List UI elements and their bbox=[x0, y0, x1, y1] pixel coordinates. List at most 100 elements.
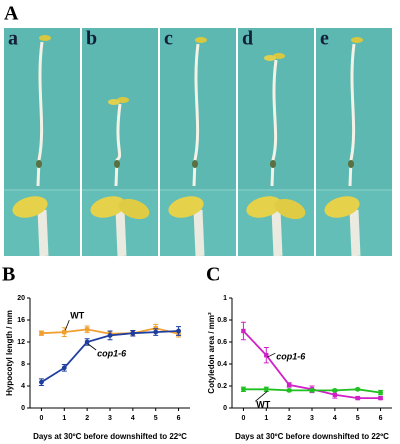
x-tick-label: 1 bbox=[62, 415, 66, 422]
point bbox=[309, 388, 315, 393]
y-tick-label: 8 bbox=[21, 361, 25, 368]
point bbox=[264, 353, 269, 358]
point bbox=[107, 333, 113, 338]
cotyledon bbox=[39, 35, 51, 41]
y-axis-label: Hypocotyl length / mm bbox=[5, 310, 14, 396]
point bbox=[61, 365, 67, 371]
cotyledon bbox=[195, 37, 207, 43]
x-tick-label: 4 bbox=[333, 415, 337, 422]
cotyledon bbox=[273, 53, 285, 59]
y-tick-label: 0.8 bbox=[217, 317, 227, 324]
photo-label: d bbox=[242, 28, 253, 50]
x-axis-label: Days at 30ºC before downshifted to 22ºC bbox=[235, 432, 389, 441]
photo-label: c bbox=[164, 28, 173, 50]
x-tick-label: 1 bbox=[264, 415, 268, 422]
photo-label: e bbox=[320, 28, 329, 50]
label-arrow bbox=[64, 319, 70, 331]
x-tick-label: 6 bbox=[177, 415, 181, 422]
x-tick-label: 2 bbox=[85, 415, 89, 422]
closeup-cotyledon bbox=[246, 196, 282, 218]
point bbox=[355, 395, 360, 401]
seed-coat bbox=[114, 160, 120, 168]
closeup-cotyledon bbox=[118, 198, 150, 220]
point bbox=[84, 339, 90, 345]
hypocotyl bbox=[270, 59, 278, 187]
x-tick-label: 0 bbox=[241, 415, 245, 422]
series-label: WT bbox=[256, 400, 270, 410]
panel-label: A bbox=[4, 3, 19, 25]
photo-label: a bbox=[8, 28, 18, 50]
closeup-stem bbox=[349, 209, 361, 257]
point bbox=[378, 390, 383, 395]
closeup-cotyledon bbox=[90, 196, 126, 218]
x-tick-label: 4 bbox=[131, 415, 135, 422]
label-arrow bbox=[87, 343, 97, 351]
seed-coat bbox=[348, 160, 354, 168]
cotyledon bbox=[108, 99, 120, 105]
closeup-cotyledon bbox=[12, 196, 48, 218]
closeup-stem bbox=[37, 209, 49, 257]
y-tick-label: 0.6 bbox=[217, 339, 227, 346]
x-tick-label: 5 bbox=[356, 415, 360, 422]
x-tick-label: 2 bbox=[287, 415, 291, 422]
x-tick-label: 3 bbox=[310, 415, 314, 422]
closeup-cotyledon bbox=[274, 198, 306, 220]
y-tick-label: 0.2 bbox=[217, 383, 227, 390]
point bbox=[39, 331, 44, 336]
closeup-stem bbox=[193, 209, 205, 257]
seed-coat bbox=[36, 160, 42, 168]
point bbox=[39, 379, 44, 385]
y-tick-label: 0 bbox=[21, 405, 25, 412]
point bbox=[153, 326, 158, 331]
cotyledon bbox=[351, 37, 363, 43]
point bbox=[355, 386, 361, 392]
y-axis-label: Cotyledon area / mm² bbox=[207, 312, 216, 394]
point bbox=[130, 330, 136, 336]
closeup-cotyledon bbox=[168, 196, 204, 218]
x-tick-label: 5 bbox=[154, 415, 158, 422]
series-label: WT bbox=[70, 310, 84, 320]
point bbox=[241, 386, 246, 392]
y-tick-label: 1 bbox=[223, 295, 227, 302]
x-tick-label: 6 bbox=[379, 415, 383, 422]
x-tick-label: 3 bbox=[108, 415, 112, 422]
point bbox=[332, 392, 338, 397]
point bbox=[84, 327, 90, 332]
y-tick-label: 12 bbox=[17, 339, 25, 346]
x-axis-label: Days at 30ºC before downshifted to 22ºC bbox=[33, 432, 187, 441]
photo-label: b bbox=[86, 28, 97, 50]
cotyledon bbox=[264, 55, 276, 61]
closeup-stem bbox=[115, 209, 127, 257]
y-tick-label: 4 bbox=[21, 383, 25, 390]
y-tick-label: 20 bbox=[17, 295, 25, 302]
hypocotyl bbox=[36, 41, 44, 187]
panel-label: C bbox=[206, 264, 220, 286]
point bbox=[241, 328, 246, 334]
point bbox=[176, 328, 181, 334]
series-label: cop1-6 bbox=[97, 348, 127, 358]
closeup-cotyledon bbox=[324, 196, 360, 218]
series-label: cop1-6 bbox=[276, 352, 306, 362]
seed-coat bbox=[270, 160, 276, 168]
point bbox=[263, 386, 269, 392]
point bbox=[153, 329, 159, 335]
y-tick-label: 0.4 bbox=[217, 361, 227, 368]
seed-coat bbox=[192, 160, 198, 168]
hypocotyl bbox=[114, 103, 122, 187]
panel-label: B bbox=[2, 264, 15, 286]
hypocotyl bbox=[348, 43, 356, 187]
label-arrow bbox=[267, 352, 276, 358]
y-tick-label: 0 bbox=[223, 405, 227, 412]
cotyledon bbox=[117, 97, 129, 103]
closeup-stem bbox=[271, 209, 283, 257]
point bbox=[62, 329, 67, 335]
point bbox=[378, 395, 383, 401]
hypocotyl bbox=[192, 43, 200, 187]
point bbox=[332, 388, 338, 393]
label-arrow bbox=[255, 390, 268, 402]
y-tick-label: 16 bbox=[17, 317, 25, 324]
x-tick-label: 0 bbox=[39, 415, 43, 422]
point bbox=[286, 388, 292, 393]
point bbox=[286, 382, 292, 388]
